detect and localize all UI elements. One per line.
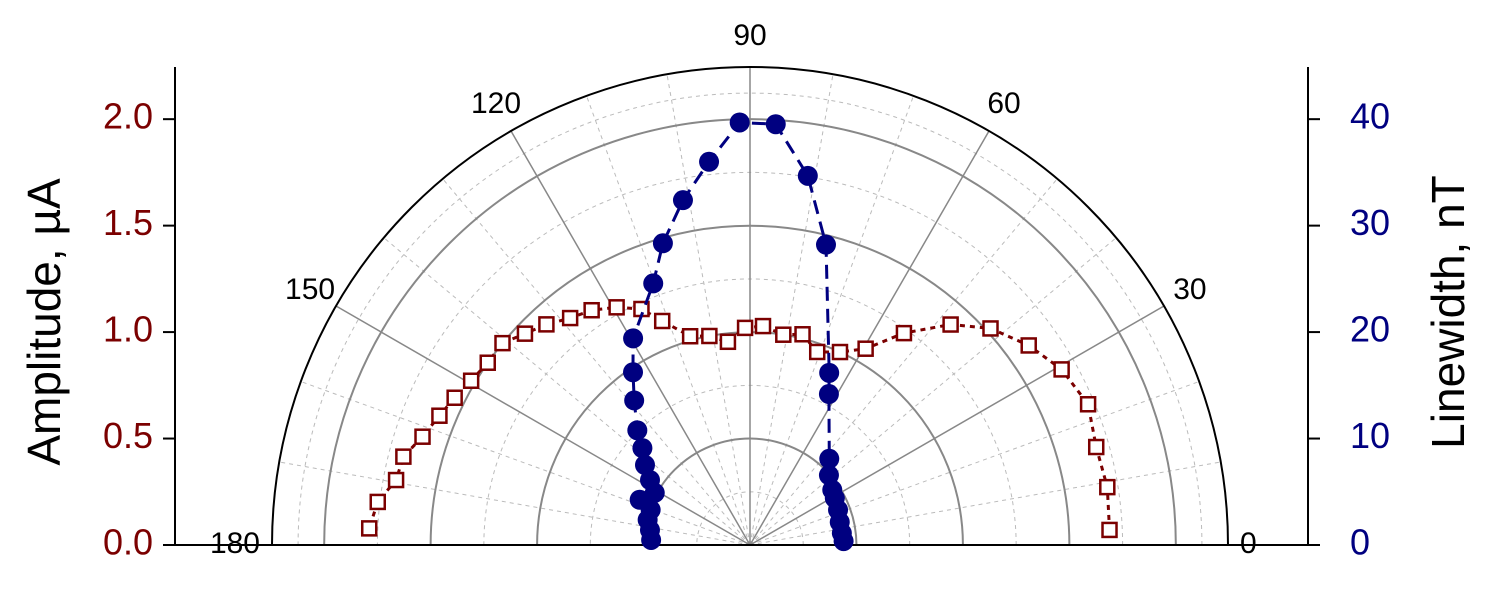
grid-spoke xyxy=(335,305,751,546)
y2-tick-label: 10 xyxy=(1350,415,1390,456)
data-point xyxy=(794,326,811,343)
minor-grid-ring xyxy=(297,92,1203,546)
data-point xyxy=(431,407,448,424)
data-point xyxy=(942,316,959,333)
data-point xyxy=(797,165,818,186)
data-point xyxy=(857,340,874,357)
data-point xyxy=(1087,438,1105,456)
y-tick-label: 0.0 xyxy=(103,522,153,563)
data-point xyxy=(652,233,673,254)
series-line xyxy=(367,305,1111,530)
data-point xyxy=(982,320,999,337)
data-point xyxy=(369,493,386,511)
data-point xyxy=(494,334,511,352)
data-point xyxy=(719,333,737,351)
y-tick-label: 1.5 xyxy=(103,202,153,243)
data-point xyxy=(1053,361,1070,378)
data-point xyxy=(1101,521,1118,539)
data-point xyxy=(808,343,826,361)
data-point xyxy=(414,428,431,445)
data-point xyxy=(815,234,836,255)
y2-axis-label: Linewidth, nT xyxy=(1422,175,1474,449)
data-point xyxy=(583,301,600,319)
data-point xyxy=(765,114,786,135)
angle-tick-label: 60 xyxy=(987,87,1020,120)
data-point xyxy=(360,520,378,537)
data-point xyxy=(831,343,849,361)
data-point xyxy=(387,471,405,489)
data-point xyxy=(819,448,840,469)
data-point xyxy=(672,190,693,211)
y2-tick-label: 0 xyxy=(1350,522,1370,563)
y-tick-label: 1.0 xyxy=(103,309,153,350)
y2-tick-label: 40 xyxy=(1350,96,1390,137)
data-point xyxy=(729,112,750,133)
y-tick-label: 2.0 xyxy=(103,96,153,137)
data-point xyxy=(736,319,754,337)
data-point xyxy=(462,372,480,389)
data-point xyxy=(623,362,644,383)
data-point xyxy=(632,438,653,459)
data-point xyxy=(1099,478,1116,496)
angle-tick-label: 120 xyxy=(471,87,521,120)
data-point xyxy=(627,420,648,441)
polar-frame xyxy=(270,66,1230,546)
y2-tick-label: 20 xyxy=(1350,309,1390,350)
angle-tick-label: 0 xyxy=(1240,527,1257,560)
data-point xyxy=(516,325,534,342)
data-point xyxy=(681,327,699,345)
data-point xyxy=(623,328,644,349)
data-point xyxy=(644,482,665,503)
data-point xyxy=(1079,396,1097,413)
data-point xyxy=(895,324,913,342)
y-axis-label: Amplitude, µA xyxy=(18,178,70,466)
data-point xyxy=(818,384,839,405)
data-point xyxy=(395,448,412,465)
data-point xyxy=(641,529,662,550)
angle-tick-label: 180 xyxy=(210,527,260,560)
grid-spoke xyxy=(749,305,1165,546)
data-point xyxy=(624,390,645,411)
data-point xyxy=(608,299,625,316)
data-point xyxy=(643,273,664,294)
angle-tick-label: 30 xyxy=(1173,273,1206,306)
data-point xyxy=(699,151,720,172)
data-point xyxy=(561,309,579,327)
data-point xyxy=(701,327,718,345)
angle-tick-label: 150 xyxy=(285,273,335,306)
grid-spoke xyxy=(749,130,990,546)
data-point xyxy=(754,317,772,335)
y2-tick-label: 30 xyxy=(1350,202,1390,243)
data-point xyxy=(538,316,555,333)
data-point xyxy=(818,465,839,486)
data-point xyxy=(479,354,496,371)
data-point xyxy=(634,455,655,476)
data-point xyxy=(775,326,792,343)
y-tick-label: 0.5 xyxy=(103,415,153,456)
data-point xyxy=(819,362,840,383)
data-point xyxy=(446,389,463,406)
data-point xyxy=(653,312,671,330)
angle-tick-label: 90 xyxy=(733,19,766,52)
data-point xyxy=(1020,337,1037,354)
